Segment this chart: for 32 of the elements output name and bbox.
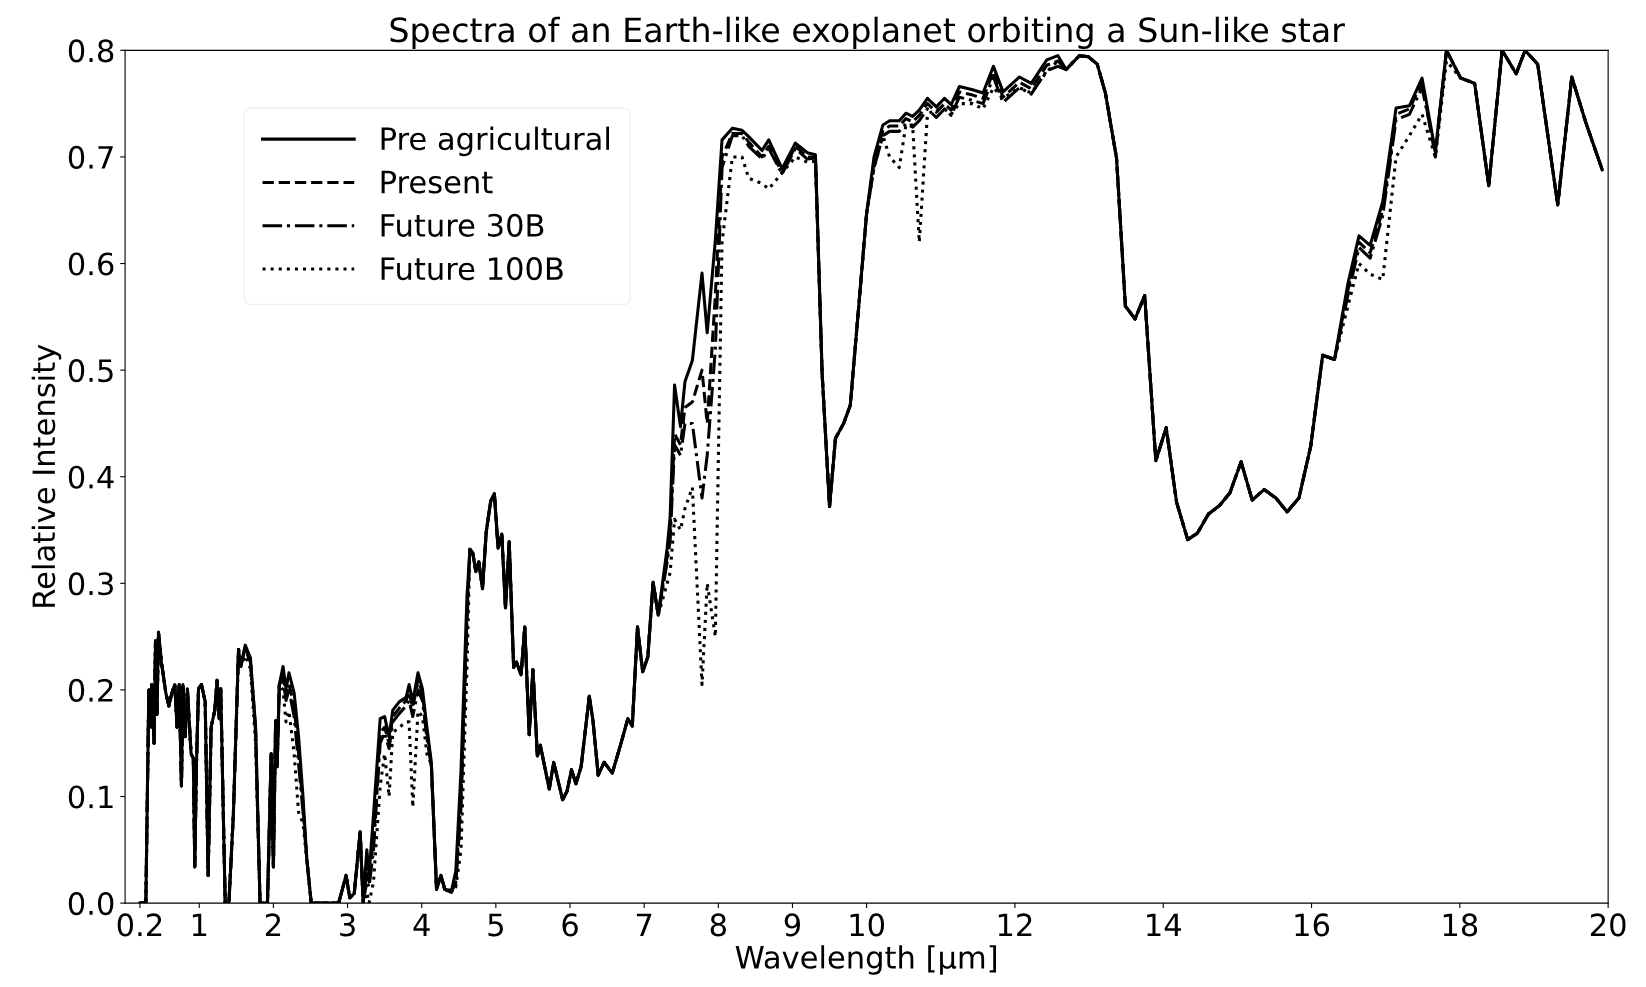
y-tick-label: 0.3: [68, 572, 113, 596]
x-axis-title: Wavelength [μm]: [735, 945, 997, 975]
y-axis-title: Relative Intensity: [31, 344, 62, 607]
x-tick-label: 2: [265, 913, 281, 937]
x-tick-label: 14: [1147, 913, 1181, 937]
y-tick-label: 0.1: [68, 785, 113, 809]
x-tick-label: 6: [562, 913, 578, 937]
y-tick-label: 0.8: [68, 39, 114, 63]
x-tick-label: 0.2: [117, 913, 162, 937]
x-tick-label: 3: [340, 913, 355, 937]
x-tick-label: 9: [784, 913, 801, 937]
x-tick-label: 7: [636, 913, 652, 937]
x-tick-label: 12: [998, 913, 1032, 937]
y-tick-label: 0.6: [68, 252, 114, 276]
y-tick-label: 0.5: [68, 359, 113, 383]
x-tick-label: 18: [1443, 913, 1478, 937]
legend-label: Pre agricultural: [381, 126, 609, 157]
y-tick-label: 0.4: [68, 465, 114, 489]
x-tick-label: 20: [1590, 913, 1626, 937]
y-tick-label: 0.2: [68, 678, 113, 702]
x-tick-label: 4: [413, 913, 430, 937]
x-tick-label: 8: [710, 913, 726, 937]
y-tick-label: 0.0: [68, 892, 114, 916]
y-tick-label: 0.7: [68, 145, 113, 169]
legend-label: Future 100B: [381, 257, 563, 281]
x-tick-label: 1: [192, 913, 207, 937]
chart-title: Spectra of an Earth-like exoplanet orbiting a Sun-like star: [390, 16, 1345, 49]
x-tick-label: 10: [850, 913, 885, 937]
x-tick-label: 5: [488, 913, 503, 937]
x-tick-label: 16: [1295, 913, 1330, 937]
legend-label: Future 30B: [381, 213, 544, 237]
legend-label: Present: [381, 170, 493, 194]
